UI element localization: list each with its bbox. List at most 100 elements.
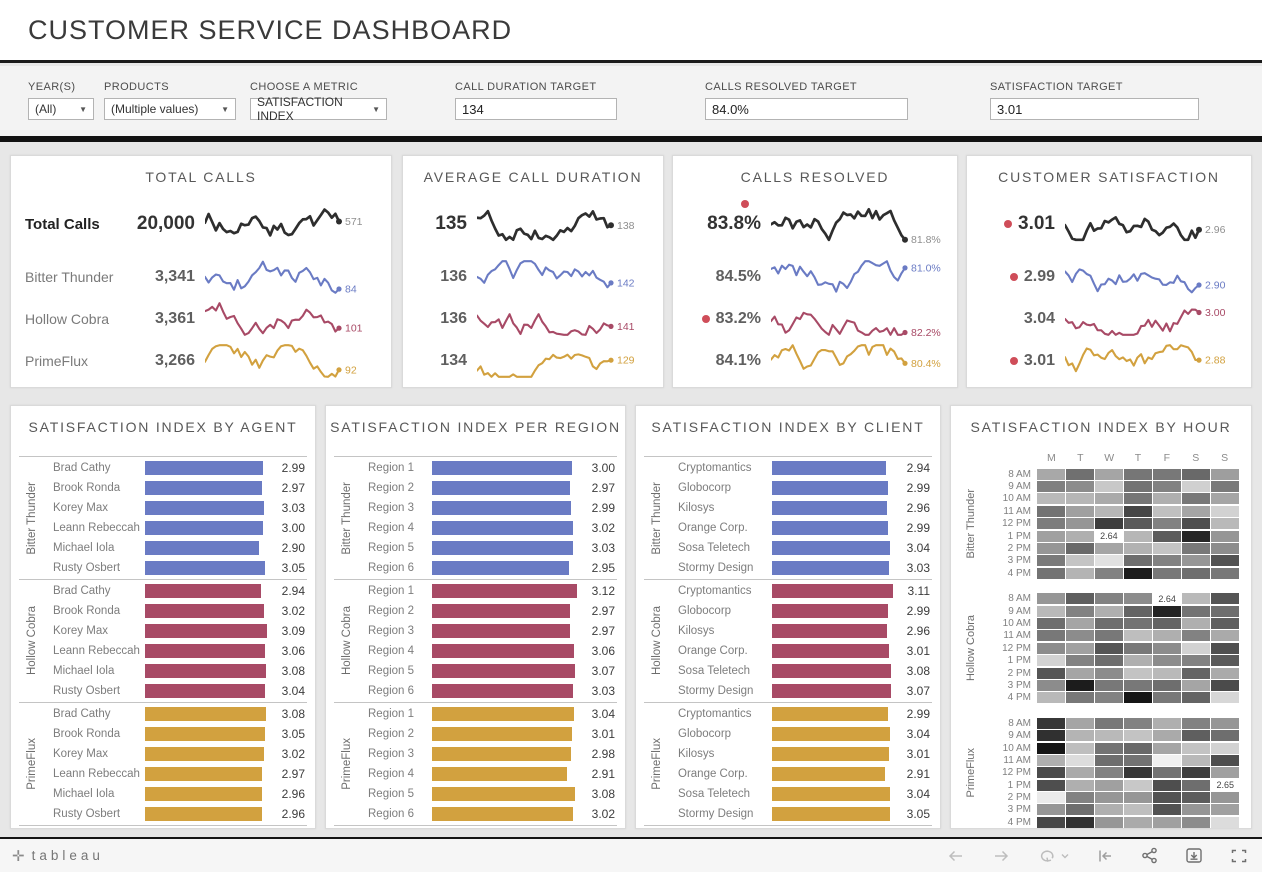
heatmap-cell[interactable] <box>1037 717 1065 729</box>
bar[interactable] <box>432 624 571 638</box>
heatmap-cell[interactable] <box>1124 767 1152 779</box>
heatmap-cell[interactable] <box>1066 543 1094 555</box>
redo-icon[interactable] <box>992 848 1011 864</box>
heatmap-cell[interactable] <box>1095 468 1123 480</box>
products-filter-dropdown[interactable]: (Multiple values) ▼ <box>104 98 236 120</box>
heatmap-cell[interactable] <box>1182 468 1210 480</box>
heatmap-cell[interactable] <box>1182 816 1210 828</box>
heatmap-cell[interactable] <box>1153 481 1181 493</box>
heatmap-cell[interactable] <box>1037 530 1065 542</box>
heatmap-cell[interactable] <box>1182 617 1210 629</box>
bar[interactable] <box>432 664 575 678</box>
heatmap-cell[interactable] <box>1066 518 1094 530</box>
heatmap-cell[interactable] <box>1095 679 1123 691</box>
heatmap-cell[interactable] <box>1037 617 1065 629</box>
heatmap-cell[interactable] <box>1124 493 1152 505</box>
sparkline[interactable]: 571 <box>205 202 383 246</box>
bar[interactable] <box>772 767 885 781</box>
heatmap-cell[interactable] <box>1153 779 1181 791</box>
bar[interactable] <box>145 707 267 721</box>
heatmap-cell[interactable] <box>1124 530 1152 542</box>
heatmap-cell[interactable] <box>1095 481 1123 493</box>
heatmap-cell[interactable] <box>1211 717 1240 729</box>
heatmap-cell[interactable] <box>1037 816 1065 828</box>
tableau-logo[interactable]: ✛ tableau <box>12 847 104 865</box>
heatmap-cell[interactable] <box>1211 630 1240 642</box>
heatmap-cell[interactable] <box>1066 593 1094 605</box>
heatmap-cell[interactable] <box>1037 543 1065 555</box>
heatmap-cell[interactable] <box>1066 816 1094 828</box>
heatmap-cell[interactable] <box>1182 742 1210 754</box>
heatmap-cell[interactable] <box>1211 792 1240 804</box>
heatmap-cell[interactable] <box>1066 767 1094 779</box>
heatmap-cell[interactable] <box>1095 792 1123 804</box>
heatmap-cell[interactable] <box>1153 792 1181 804</box>
bar[interactable] <box>432 644 575 658</box>
download-icon[interactable] <box>1185 847 1203 864</box>
heatmap-cell[interactable] <box>1095 505 1123 517</box>
sparkline[interactable]: 142 <box>477 255 655 299</box>
heatmap-cell[interactable] <box>1066 717 1094 729</box>
heatmap-cell[interactable] <box>1095 593 1123 605</box>
heatmap-cell[interactable] <box>1037 468 1065 480</box>
heatmap-cell[interactable] <box>1095 642 1123 654</box>
bar[interactable] <box>145 541 260 555</box>
heatmap-cell[interactable] <box>1066 630 1094 642</box>
heatmap-cell[interactable] <box>1095 493 1123 505</box>
heatmap-cell-annotated[interactable]: 2.64 <box>1095 530 1123 542</box>
bar[interactable] <box>145 561 266 575</box>
heatmap-cell[interactable] <box>1095 617 1123 629</box>
heatmap-cell[interactable] <box>1182 593 1210 605</box>
heatmap-cell[interactable] <box>1095 742 1123 754</box>
sparkline[interactable]: 101 <box>205 297 383 341</box>
bar[interactable] <box>432 604 571 618</box>
heatmap-cell[interactable] <box>1211 742 1240 754</box>
heatmap-cell-annotated[interactable]: 2.64 <box>1153 593 1181 605</box>
heatmap-cell[interactable] <box>1211 468 1240 480</box>
heatmap-cell[interactable] <box>1182 493 1210 505</box>
heatmap-cell[interactable] <box>1124 667 1152 679</box>
replay-icon[interactable] <box>1038 848 1069 864</box>
heatmap-cell[interactable] <box>1153 518 1181 530</box>
heatmap-cell[interactable] <box>1066 804 1094 816</box>
heatmap-cell[interactable] <box>1066 493 1094 505</box>
sparkline[interactable]: 92 <box>205 339 383 383</box>
heatmap-cell[interactable] <box>1066 655 1094 667</box>
bar[interactable] <box>432 707 574 721</box>
heatmap-cell[interactable] <box>1037 567 1065 579</box>
heatmap-cell[interactable] <box>1095 543 1123 555</box>
heatmap-cell[interactable] <box>1095 754 1123 766</box>
heatmap-cell[interactable] <box>1124 692 1152 704</box>
heatmap-cell[interactable] <box>1066 742 1094 754</box>
metric-filter-dropdown[interactable]: SATISFACTION INDEX ▼ <box>250 95 387 123</box>
bar[interactable] <box>432 787 576 801</box>
heatmap-cell[interactable] <box>1095 816 1123 828</box>
heatmap-cell[interactable] <box>1182 543 1210 555</box>
heatmap-cell[interactable] <box>1124 642 1152 654</box>
bar[interactable] <box>145 501 265 515</box>
heatmap-cell[interactable] <box>1211 692 1240 704</box>
heatmap-cell[interactable] <box>1095 567 1123 579</box>
heatmap-cell[interactable] <box>1182 804 1210 816</box>
heatmap-cell[interactable] <box>1182 717 1210 729</box>
heatmap-cell[interactable] <box>1037 593 1065 605</box>
heatmap-cell[interactable] <box>1153 742 1181 754</box>
heatmap-cell[interactable] <box>1182 605 1210 617</box>
heatmap-cell[interactable] <box>1182 667 1210 679</box>
heatmap-cell[interactable] <box>1124 630 1152 642</box>
bar[interactable] <box>772 561 890 575</box>
heatmap-cell[interactable] <box>1066 468 1094 480</box>
heatmap-cell[interactable] <box>1153 630 1181 642</box>
heatmap-cell[interactable] <box>1153 567 1181 579</box>
heatmap-cell[interactable] <box>1095 717 1123 729</box>
heatmap-cell[interactable] <box>1211 555 1240 567</box>
heatmap-cell[interactable] <box>1124 481 1152 493</box>
heatmap-cell[interactable] <box>1037 767 1065 779</box>
heatmap-cell[interactable] <box>1182 754 1210 766</box>
heatmap-cell[interactable] <box>1211 730 1240 742</box>
heatmap-cell[interactable] <box>1037 518 1065 530</box>
heatmap-cell[interactable] <box>1182 567 1210 579</box>
bar[interactable] <box>432 501 572 515</box>
heatmap-cell[interactable] <box>1037 505 1065 517</box>
heatmap-cell[interactable] <box>1066 530 1094 542</box>
